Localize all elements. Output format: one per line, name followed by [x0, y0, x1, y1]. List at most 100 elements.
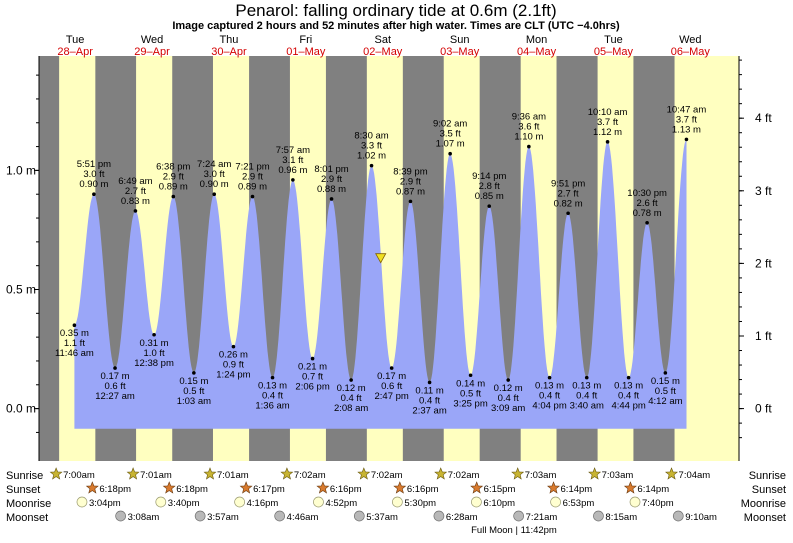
high-tide-time: 10:10 am	[588, 107, 628, 118]
low-tide-point	[349, 378, 353, 382]
low-tide-feet: 0.4 ft	[341, 393, 362, 404]
moonset-time: 6:28am	[446, 512, 478, 523]
moonset-icon	[274, 510, 286, 522]
sunrise-star-icon	[357, 467, 371, 480]
moonset-icon	[433, 510, 445, 522]
high-tide-time: 5:51 pm	[77, 159, 111, 170]
low-tide-time: 12:38 pm	[134, 358, 174, 369]
high-tide-metres: 1.02 m	[357, 151, 386, 162]
high-tide-metres: 0.90 m	[79, 179, 108, 190]
tide-curve	[74, 139, 687, 429]
low-tide-time: 2:06 pm	[295, 382, 329, 393]
high-tide-time: 10:47 am	[667, 104, 707, 115]
low-tide-time: 2:47 pm	[375, 391, 409, 402]
sunset-time: 6:16pm	[330, 484, 362, 495]
high-tide-point	[527, 144, 531, 149]
chart-title: Penarol: falling ordinary tide at 0.6m (…	[235, 1, 556, 20]
sunset-time: 6:14pm	[637, 484, 669, 495]
moonrise-time: 6:53pm	[563, 498, 595, 509]
day-name: Sat	[374, 34, 391, 46]
high-tide-feet: 2.9 ft	[242, 172, 263, 183]
moonset-icon	[513, 510, 525, 522]
high-tide-metres: 0.85 m	[475, 191, 504, 202]
sunrise-time: 7:00am	[63, 470, 95, 481]
low-tide-time: 4:04 pm	[532, 401, 566, 412]
row-label-moonset-right: Moonset	[744, 512, 786, 524]
low-tide-metres: 0.31 m	[140, 338, 169, 349]
high-tide-metres: 0.96 m	[278, 165, 307, 176]
high-tide-feet: 3.3 ft	[361, 141, 382, 152]
low-tide-feet: 0.4 ft	[419, 395, 440, 406]
high-tide-time: 7:24 am	[197, 159, 231, 170]
low-tide-metres: 0.12 m	[494, 383, 523, 394]
high-tide-feet: 2.7 ft	[558, 188, 579, 199]
sunrise-star-icon	[588, 467, 602, 480]
day-name: Mon	[526, 34, 547, 46]
high-tide-feet: 3.6 ft	[518, 122, 539, 133]
chart-subtitle: Image captured 2 hours and 52 minutes af…	[172, 20, 620, 32]
moonset-time: 3:08am	[128, 512, 160, 523]
low-tide-metres: 0.11 m	[415, 385, 443, 396]
sunrise-time: 7:02am	[448, 470, 480, 481]
high-tide-feet: 3.0 ft	[204, 169, 225, 180]
moonrise-time: 7:40pm	[642, 498, 674, 509]
high-tide-feet: 2.9 ft	[321, 174, 342, 185]
day-date: 29–Apr	[134, 46, 170, 58]
sunrise-star-icon	[49, 467, 63, 480]
moonset-time: 7:21am	[526, 512, 558, 523]
sunrise-time: 7:01am	[217, 470, 249, 481]
right-tick-label: 3 ft	[755, 184, 772, 198]
row-label-sunrise-left: Sunrise	[6, 470, 43, 482]
moonrise-icon	[234, 496, 245, 508]
high-tide-point	[448, 151, 452, 156]
low-tide-point	[310, 356, 315, 361]
low-tide-feet: 1.1 ft	[64, 338, 85, 349]
sunrise-star-icon	[511, 467, 525, 480]
left-tick-label: 0.5 m	[6, 283, 36, 297]
moonset-icon	[115, 510, 126, 522]
high-tide-metres: 0.83 m	[121, 196, 150, 207]
low-tide-point	[427, 380, 432, 385]
low-tide-metres: 0.13 m	[535, 381, 564, 392]
low-tide-point	[506, 378, 510, 382]
low-tide-point	[72, 323, 77, 328]
high-tide-feet: 3.1 ft	[282, 155, 303, 166]
sunset-star-icon	[623, 481, 637, 494]
moonrise-icon	[550, 496, 561, 508]
sunset-star-icon	[393, 481, 407, 494]
row-label-sunrise-right: Sunrise	[749, 470, 786, 482]
moonrise-icon	[629, 496, 641, 508]
moonset-icon	[672, 510, 684, 522]
sunset-time: 6:14pm	[561, 484, 593, 495]
sunrise-star-icon	[126, 467, 140, 480]
high-tide-time: 7:57 am	[276, 145, 310, 156]
sunset-star-icon	[547, 481, 560, 494]
high-tide-point	[171, 194, 176, 199]
low-tide-time: 3:40 am	[570, 401, 604, 412]
low-tide-metres: 0.17 m	[377, 371, 406, 382]
plot-area	[39, 56, 739, 461]
moonset-time: 3:57am	[207, 512, 239, 523]
high-tide-time: 8:01 pm	[314, 164, 348, 175]
low-tide-time: 2:37 am	[412, 405, 446, 416]
low-tide-point	[663, 371, 668, 375]
high-tide-point	[487, 204, 492, 208]
moonrise-icon	[76, 496, 88, 508]
sunset-time: 6:18pm	[99, 484, 131, 495]
low-tide-feet: 1.0 ft	[144, 348, 165, 359]
low-tide-point	[231, 344, 236, 349]
high-tide-metres: 1.13 m	[672, 124, 701, 135]
low-tide-feet: 0.9 ft	[223, 360, 244, 371]
day-name: Wed	[141, 34, 163, 46]
sunset-time: 6:17pm	[253, 484, 285, 495]
high-tide-time: 6:49 am	[118, 176, 152, 187]
moonrise-time: 6:10pm	[483, 498, 515, 509]
moonrise-icon	[471, 496, 482, 508]
high-tide-metres: 1.12 m	[593, 127, 622, 138]
low-tide-feet: 0.6 ft	[104, 381, 125, 392]
low-tide-metres: 0.13 m	[614, 381, 643, 392]
low-tide-metres: 0.12 m	[337, 383, 366, 394]
low-tide-metres: 0.13 m	[258, 381, 287, 392]
left-tick-label: 0.0 m	[6, 402, 36, 416]
high-tide-time: 9:02 am	[433, 119, 467, 130]
